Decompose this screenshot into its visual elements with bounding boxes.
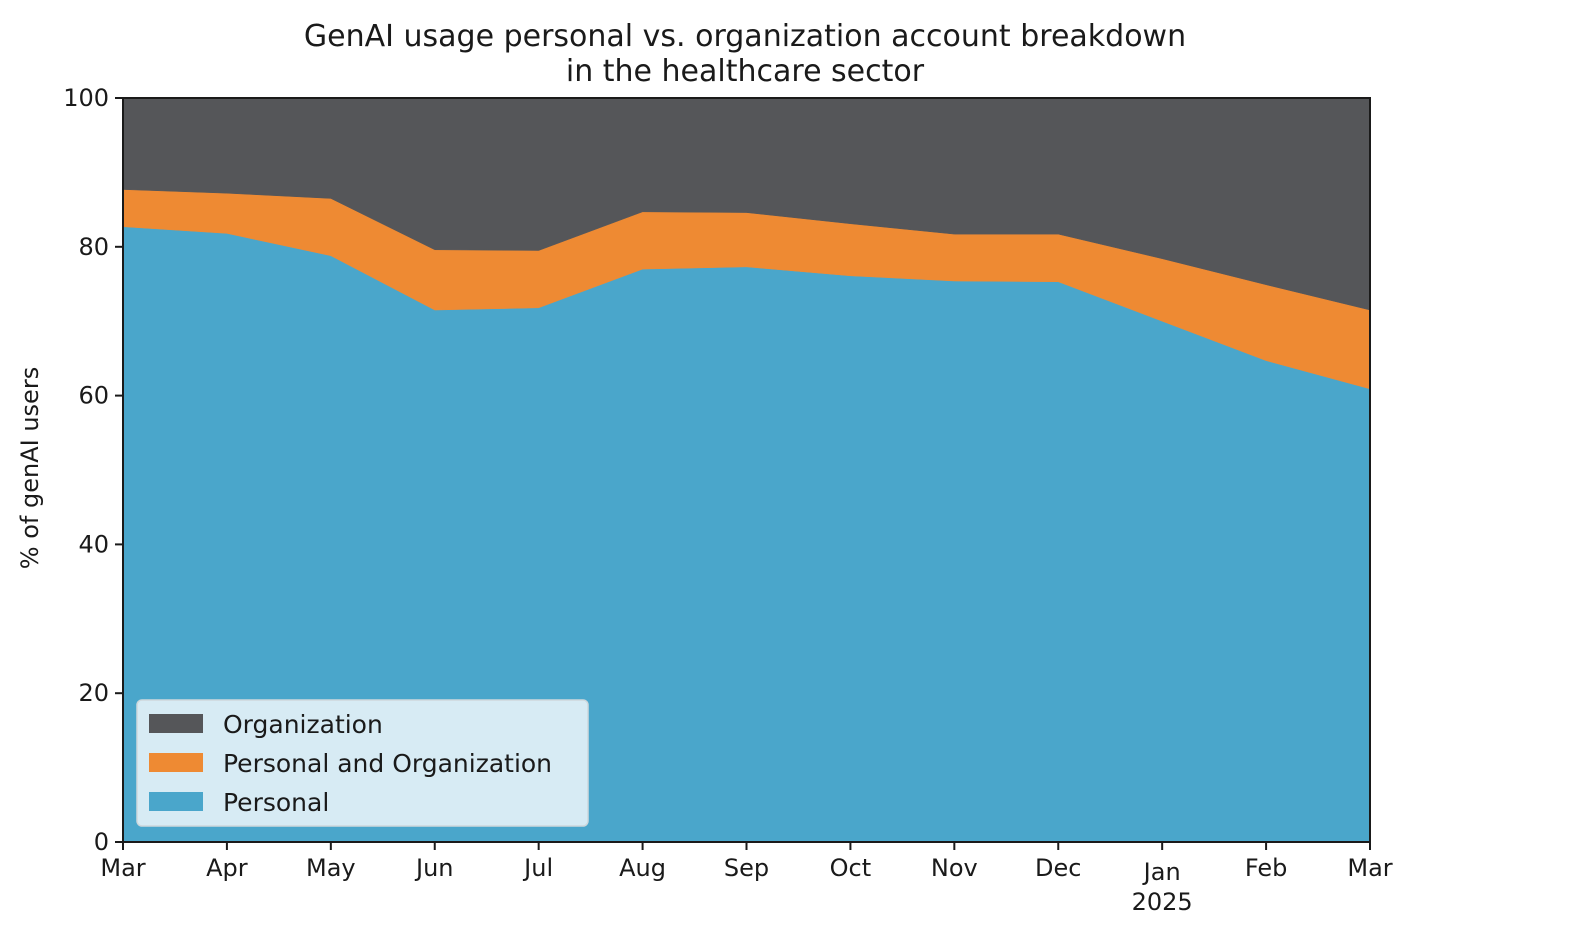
y-tick-label: 0 (94, 828, 109, 856)
y-tick-label: 20 (78, 679, 109, 707)
legend-swatch-organization (149, 714, 203, 733)
y-tick-label: 40 (78, 530, 109, 558)
legend-label-organization: Organization (223, 710, 383, 739)
x-tick-label: Apr (206, 854, 248, 882)
x-tick-label: Aug (619, 854, 666, 882)
x-tick-label: Oct (830, 854, 872, 882)
y-tick-label: 60 (78, 382, 109, 410)
x-tick-label: Nov (931, 854, 978, 882)
y-axis-label: % of genAI users (16, 367, 44, 569)
x-tick-label: Jul (522, 854, 553, 882)
legend-swatch-personal (149, 792, 203, 811)
legend-label-personal: Personal (223, 788, 329, 817)
chart-title: GenAI usage personal vs. organization ac… (304, 19, 1186, 89)
y-tick-label: 100 (63, 84, 109, 112)
x-tick-label: May (306, 854, 356, 882)
x-tick-sublabel: 2025 (1132, 888, 1193, 916)
legend-label-personal-and-organization: Personal and Organization (223, 749, 552, 778)
x-tick-label: Jan (1142, 858, 1181, 886)
y-tick-label: 80 (78, 233, 109, 261)
x-tick-label: Mar (1347, 854, 1392, 882)
legend: Organization Personal and Organization Per… (136, 699, 589, 827)
legend-swatch-personal-and-organization (149, 753, 203, 772)
x-tick-label: Mar (100, 854, 145, 882)
legend-box (136, 699, 589, 827)
x-tick-label: Feb (1245, 854, 1288, 882)
x-tick-label: Jun (414, 854, 454, 882)
chart-title-line-2: in the healthcare sector (566, 54, 925, 89)
x-tick-label: Dec (1035, 854, 1081, 882)
y-axis: 0 20 40 60 80 100 (63, 84, 123, 856)
x-tick-label: Sep (724, 854, 769, 882)
chart-title-line-1: GenAI usage personal vs. organization ac… (304, 19, 1186, 54)
